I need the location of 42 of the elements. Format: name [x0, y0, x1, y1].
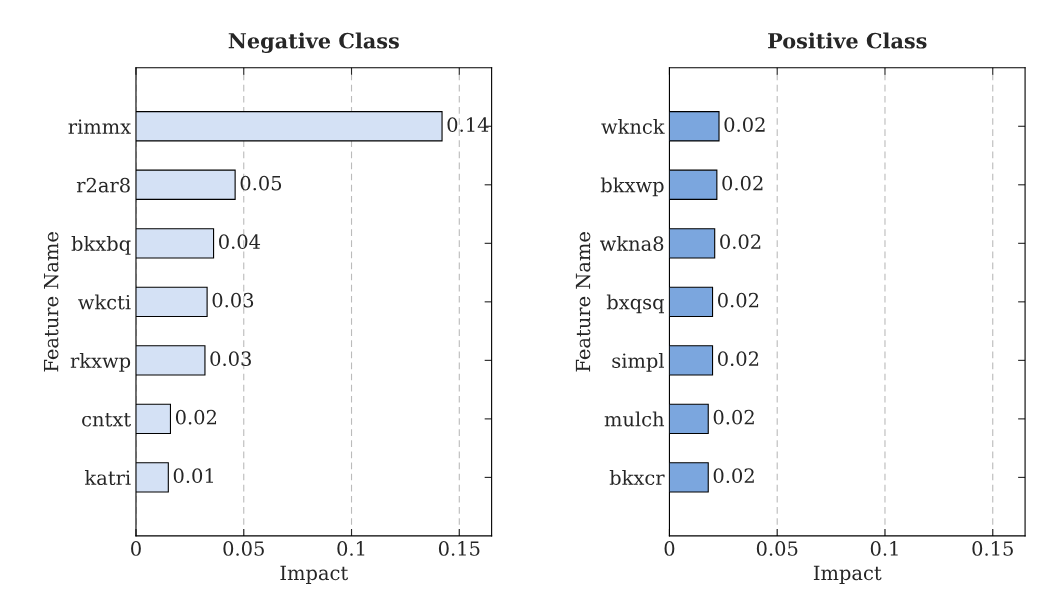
y-tick-label: r2ar8: [76, 177, 130, 193]
x-tick-label: 0.05: [223, 541, 264, 556]
chart-title: Negative Class: [228, 32, 399, 53]
y-tick-label: bkxwp: [600, 177, 664, 197]
data-label: 0.14: [447, 117, 489, 132]
y-tick-label: rkxwp: [70, 352, 131, 372]
data-label: 0.02: [713, 468, 754, 484]
data-label: 0.05: [240, 175, 282, 191]
x-axis-title: Impact: [813, 565, 882, 584]
y-tick-label: cntxt: [82, 413, 131, 427]
data-label: 0.02: [718, 292, 759, 308]
y-tick-label: wkna8: [599, 235, 664, 251]
data-label: 0.02: [720, 234, 761, 249]
data-label: 0.04: [219, 234, 261, 249]
x-tick-label: 0.05: [756, 541, 798, 556]
y-tick-label: mulch: [604, 411, 665, 427]
y-axis-title: Feature Name: [575, 232, 591, 372]
x-tick-label: 0: [131, 541, 141, 556]
y-axis-title: Feature Name: [43, 232, 59, 372]
data-label: 0.02: [718, 351, 759, 366]
y-tick-label: wkcti: [78, 294, 131, 310]
data-label: 0.02: [724, 117, 765, 132]
data-label: 0.02: [722, 175, 763, 191]
x-tick-label: 0.15: [438, 541, 480, 556]
chart-title: Positive Class: [768, 32, 927, 49]
data-label: 0.03: [212, 292, 254, 308]
x-tick-label: 0: [664, 541, 675, 556]
y-tick-label: bkxbq: [71, 235, 131, 255]
y-tick-label: bkxcr: [609, 470, 665, 486]
y-tick-label: simpl: [612, 352, 664, 372]
y-tick-label: bxqsq: [606, 294, 665, 314]
data-label: 0.02: [175, 409, 217, 425]
x-axis-title: Impact: [280, 565, 349, 584]
x-tick-label: 0.15: [972, 541, 1013, 556]
x-tick-label: 0.1: [870, 541, 898, 556]
data-label: 0.01: [173, 468, 214, 484]
x-tick-label: 0.1: [337, 541, 365, 556]
y-tick-label: rimmx: [68, 119, 131, 134]
y-tick-label: wknck: [601, 118, 665, 134]
y-tick-label: katri: [84, 470, 131, 486]
data-label: 0.03: [210, 351, 251, 366]
data-label: 0.02: [713, 409, 754, 425]
